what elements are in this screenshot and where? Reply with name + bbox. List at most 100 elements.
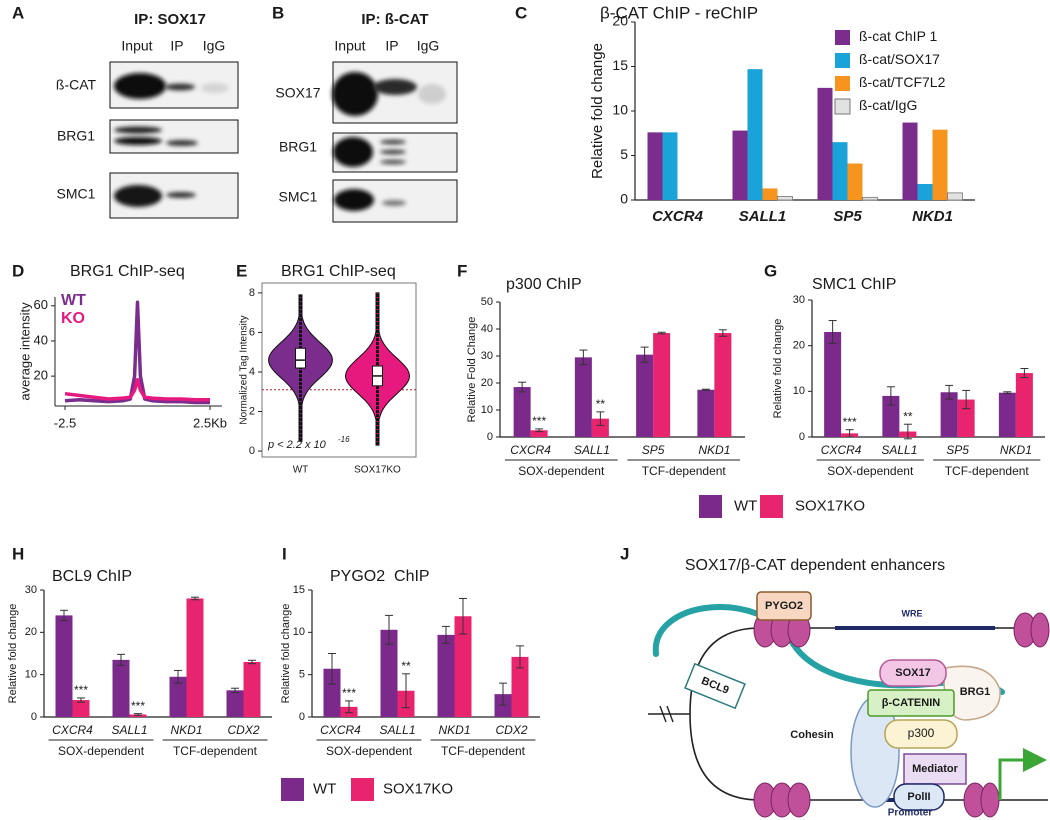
legend-label: SOX17KO [383,780,453,797]
y-tick-label: 0 [249,445,255,457]
error-bar [516,645,524,669]
bar [714,333,732,437]
y-tick-label: 50 [481,296,493,308]
blot-band [382,200,406,206]
legend-label: KO [61,310,85,327]
error-bar [499,682,507,706]
blot-band [418,84,446,104]
y-tick-label: 0 [299,711,305,723]
break-mark [666,705,674,723]
bar [932,129,948,200]
error-bar [579,349,588,366]
significance: *** [532,414,546,428]
error-bar [345,700,353,714]
x-tick-label: NKD1 [698,443,730,457]
error-bar [402,673,410,709]
diagram-label: WRE [902,608,923,618]
box [295,347,306,369]
blot-band [166,140,198,146]
y-tick-label: 10 [612,102,628,118]
legend-label: ß-cat ChIP 1 [859,28,938,44]
chart-title: BCL9 ChIP [52,568,132,585]
error-bar [1003,391,1012,395]
x-tick-label: 2.5Kb [193,415,227,430]
group-label: TCF-dependent [945,464,1030,478]
significance: *** [131,699,145,713]
y-tick-label: 10 [481,404,493,416]
blot-title: IP: SOX17 [134,11,206,28]
chart-title: p300 ChIP [506,276,582,293]
x-tick-label: CXCR4 [52,723,93,737]
diagram-label: BRG1 [960,686,991,698]
protein-box [867,689,955,717]
error-bar [1020,368,1029,379]
bar [323,668,341,717]
diagram-label: Promoter [888,808,933,819]
y-axis-label: Relative fold change [280,604,292,704]
error-bar [845,429,854,438]
group-label: SOX-dependent [518,464,605,478]
error-bar [886,386,895,406]
significance: *** [74,683,88,697]
y-tick-label: 5 [299,669,305,681]
bar [824,331,842,437]
diagram-label: PolII [907,791,930,803]
x-tick-label: NKD1 [170,723,202,737]
row-label: SOX17 [275,85,320,101]
bar [55,615,73,717]
panel-label: J [620,544,629,563]
error-bar [962,389,971,410]
annotation-exponent: -16 [338,435,350,444]
error-bar [248,659,256,665]
x-tick-label: SP5 [642,443,665,457]
bar [998,392,1016,437]
bar [1015,373,1033,437]
blot-band [332,72,378,116]
error-bar [657,331,666,335]
legend-swatch [351,778,374,801]
lane-label: Input [121,38,152,54]
blot-band [334,189,374,211]
x-tick-label: NKD1 [1000,443,1032,457]
diagram-label: Mediator [912,763,959,775]
legend-swatch [834,98,851,115]
panel-label: B [272,3,284,22]
blot-band [114,73,166,99]
y-tick-label: 20 [612,13,628,29]
y-tick-label: 6 [249,326,255,338]
y-axis-label: Relative fold change [7,604,19,704]
row-label: SMC1 [57,186,96,202]
y-tick-label: 15 [293,584,305,596]
line-series [64,300,210,405]
blot-band [166,192,196,198]
row-label: BRG1 [57,128,95,144]
blot-band [114,185,162,207]
legend-swatch [835,30,850,45]
group-label: SOX-dependent [58,744,145,758]
legend-swatch [760,495,783,518]
panel-label: I [282,544,287,563]
x-tick-label: WT [293,465,309,476]
panel-label: A [12,3,24,22]
group-label: TCF-dependent [441,744,526,758]
bar [653,333,671,437]
group-label: TCF-dependent [173,744,258,758]
y-tick-label: 2 [249,405,255,417]
error-bar [640,346,649,363]
bar [530,430,548,437]
x-tick-label: NKD1 [438,723,470,737]
row-label: SMC1 [279,189,318,205]
y-tick-label: 0 [799,431,805,443]
legend-swatch [835,76,850,91]
bar [732,130,748,200]
blot-band [165,83,195,91]
bar [777,196,793,201]
bar [186,598,204,717]
x-tick-label: SALL1 [111,723,147,737]
error-bar [518,381,527,393]
y-tick-label: 10 [25,669,37,681]
x-tick-label: CXCR4 [320,723,361,737]
bar [380,629,398,717]
bar [917,183,933,200]
